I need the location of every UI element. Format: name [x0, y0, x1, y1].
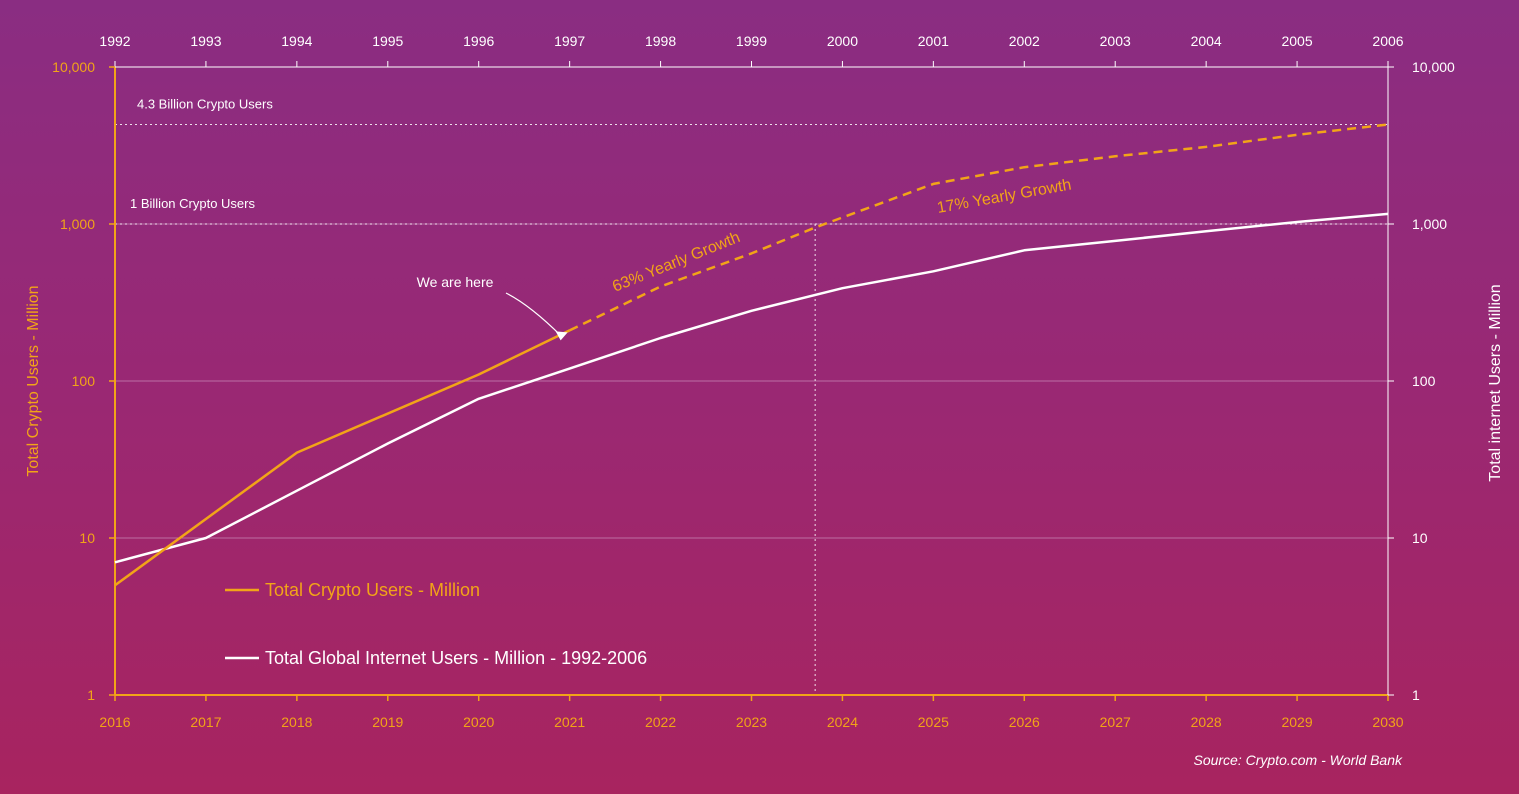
top-tick-label: 1999	[736, 33, 767, 49]
left-tick-label: 10,000	[52, 59, 95, 75]
source-note: Source: Crypto.com - World Bank	[1193, 752, 1403, 768]
top-tick-label: 1992	[99, 33, 130, 49]
bottom-tick-label: 2018	[281, 714, 312, 730]
bottom-tick-label: 2021	[554, 714, 585, 730]
series-layer	[114, 123, 1389, 587]
legend-label-crypto: Total Crypto Users - Million	[265, 580, 480, 600]
bottom-tick-label: 2022	[645, 714, 676, 730]
top-tick-label: 1994	[281, 33, 312, 49]
y-axis-label-right: Total internet Users - Million	[1487, 284, 1504, 481]
we-are-here-label: We are here	[417, 274, 494, 290]
right-tick-label: 1,000	[1412, 216, 1447, 232]
internet-users-line	[114, 212, 1389, 564]
growth-63-label: 63% Yearly Growth	[610, 229, 743, 296]
bottom-tick-label: 2024	[827, 714, 858, 730]
top-tick-label: 2001	[918, 33, 949, 49]
growth-17-label: 17% Yearly Growth	[936, 177, 1073, 217]
right-tick-label: 10,000	[1412, 59, 1455, 75]
reference-lines: 4.3 Billion Crypto Users 1 Billion Crypto…	[115, 97, 1388, 695]
grid-layer	[115, 66, 1388, 539]
bottom-tick-label: 2025	[918, 714, 949, 730]
bottom-tick-label: 2019	[372, 714, 403, 730]
y-axis-label-left: Total Crypto Users - Million	[25, 285, 42, 476]
we-are-here-arrow	[505, 292, 563, 337]
reference-line-label: 1 Billion Crypto Users	[130, 196, 255, 211]
left-tick-label: 1	[87, 687, 95, 703]
bottom-tick-label: 2030	[1372, 714, 1403, 730]
top-tick-label: 2002	[1009, 33, 1040, 49]
top-tick-label: 2004	[1191, 33, 1222, 49]
left-tick-label: 1,000	[60, 216, 95, 232]
left-tick-label: 100	[72, 373, 96, 389]
top-tick-label: 1995	[372, 33, 403, 49]
crypto-users-line	[114, 329, 571, 587]
top-tick-label: 1996	[463, 33, 494, 49]
bottom-tick-label: 2026	[1009, 714, 1040, 730]
crypto-users-projection-line	[569, 123, 1389, 332]
right-tick-label: 10	[1412, 530, 1428, 546]
bottom-tick-label: 2027	[1100, 714, 1131, 730]
bottom-tick-label: 2017	[190, 714, 221, 730]
bottom-tick-label: 2016	[99, 714, 130, 730]
reference-line-label: 4.3 Billion Crypto Users	[137, 97, 273, 112]
bottom-tick-label: 2020	[463, 714, 494, 730]
legend-label-internet: Total Global Internet Users - Million - …	[265, 648, 647, 668]
top-tick-label: 1998	[645, 33, 676, 49]
left-tick-label: 10	[79, 530, 95, 546]
tick-labels: 2016 2017 2018 2019 2020 2021 2022 2023 2024 2025…	[52, 33, 1455, 730]
right-tick-label: 100	[1412, 373, 1436, 389]
top-tick-label: 2006	[1372, 33, 1403, 49]
bottom-tick-label: 2029	[1281, 714, 1312, 730]
we-are-here-arrowhead	[555, 331, 568, 341]
bottom-tick-label: 2023	[736, 714, 767, 730]
bottom-tick-label: 2028	[1191, 714, 1222, 730]
legend: Total Crypto Users - Million Total Globa…	[225, 580, 647, 668]
top-tick-label: 2000	[827, 33, 858, 49]
right-tick-label: 1	[1412, 687, 1420, 703]
top-tick-label: 2003	[1100, 33, 1131, 49]
top-tick-label: 1997	[554, 33, 585, 49]
annotations: We are here 63% Yearly Growth 17% Yearly…	[417, 177, 1073, 341]
top-tick-label: 2005	[1281, 33, 1312, 49]
top-tick-label: 1993	[190, 33, 221, 49]
